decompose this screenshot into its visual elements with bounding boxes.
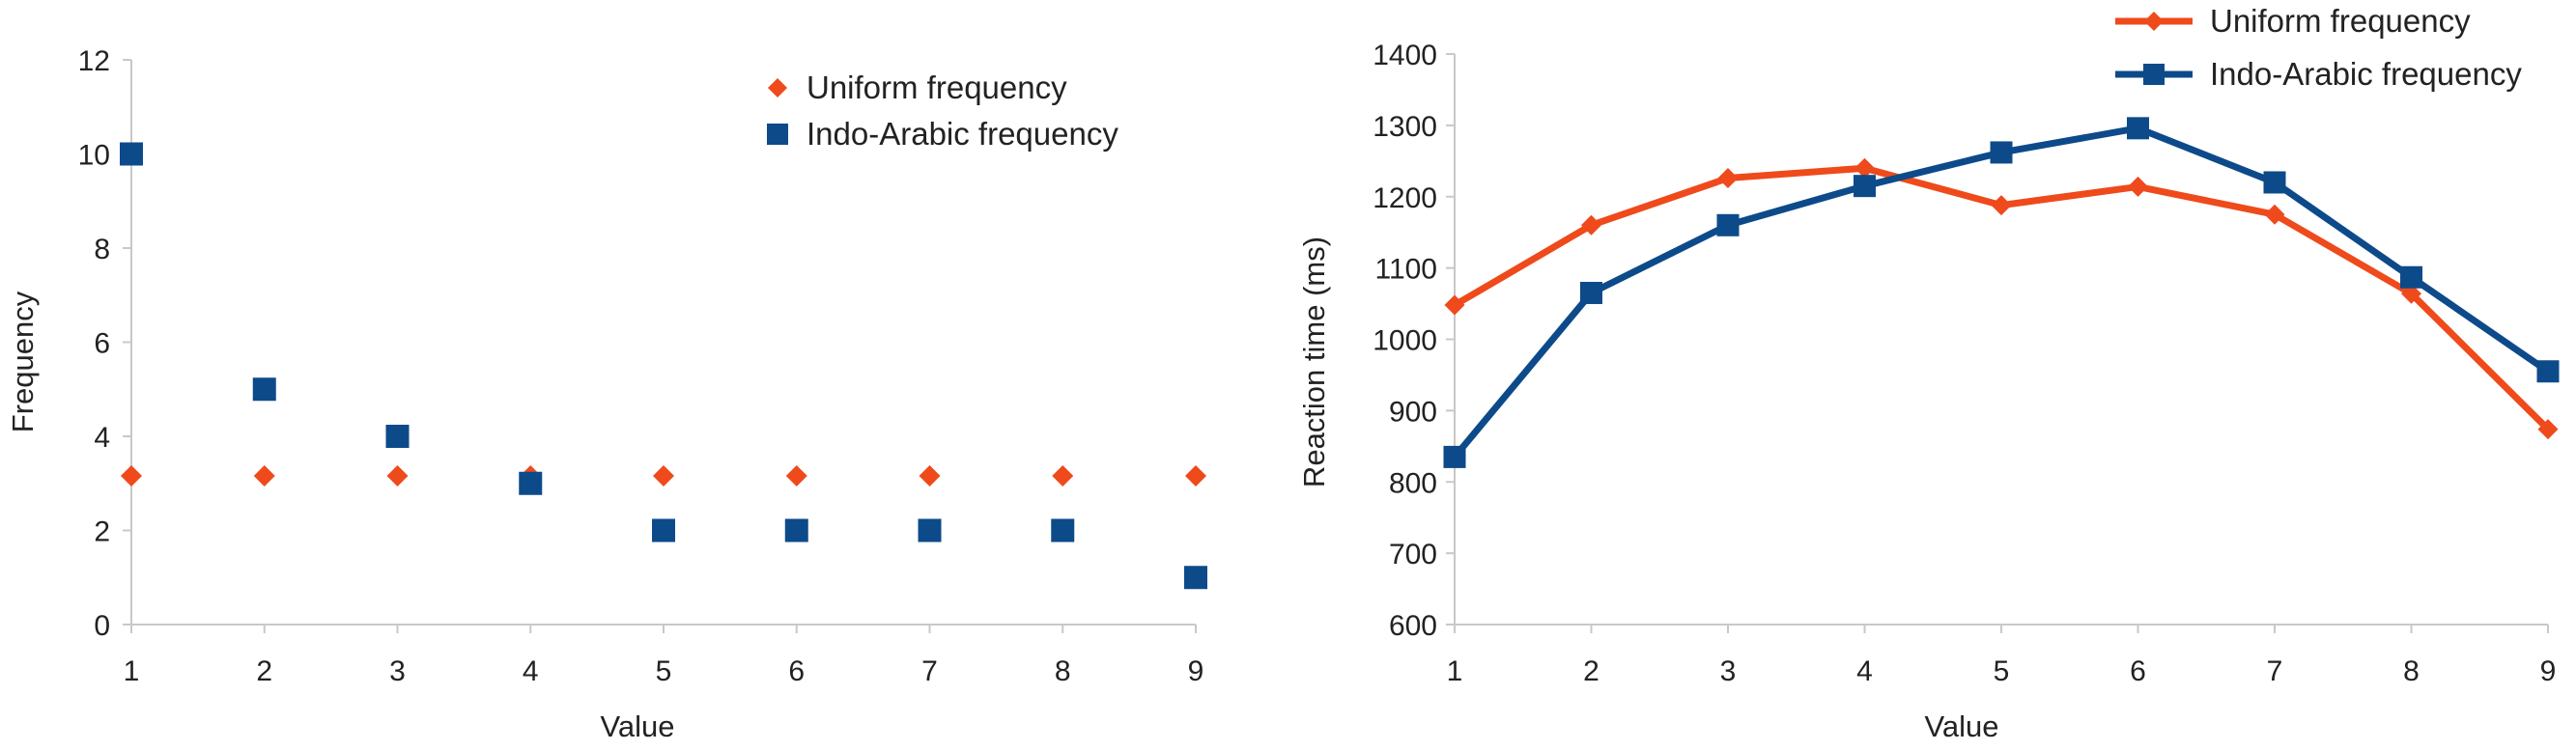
- data-point: [1443, 445, 1466, 468]
- y-tick-label: 1000: [1373, 325, 1437, 357]
- y-tick-label: 1200: [1373, 182, 1437, 214]
- data-point: [2128, 176, 2148, 197]
- data-point: [519, 471, 543, 495]
- series-line: [1452, 125, 2550, 459]
- y-axis-label: Frequency: [6, 291, 40, 432]
- data-point: [2400, 265, 2422, 289]
- legend-marker: [768, 78, 787, 97]
- data-point: [385, 425, 410, 448]
- legend-label: Uniform frequency: [807, 70, 1067, 105]
- legend-label: Indo-Arabic frequency: [2210, 56, 2522, 92]
- y-tick-label: 8: [94, 234, 110, 265]
- legend-marker: [2143, 64, 2165, 85]
- x-tick-label: 5: [1994, 655, 2010, 687]
- y-tick-label: 800: [1389, 467, 1437, 499]
- data-point: [784, 518, 808, 542]
- y-axis-label: Reaction time (ms): [1297, 236, 1331, 487]
- y-tick-label: 1400: [1373, 40, 1437, 71]
- data-point: [1580, 281, 1602, 304]
- data-point: [1990, 141, 2013, 164]
- legend-marker: [767, 124, 788, 145]
- data-point: [918, 518, 942, 542]
- y-tick-label: 1300: [1373, 111, 1437, 143]
- data-point: [919, 464, 941, 487]
- x-tick-label: 8: [2403, 655, 2420, 687]
- data-point: [1716, 213, 1740, 236]
- data-point: [2263, 171, 2286, 194]
- x-tick-label: 2: [1583, 655, 1599, 687]
- legend-label: Uniform frequency: [2210, 3, 2471, 39]
- legend-entry: Uniform frequency: [768, 70, 1067, 105]
- x-tick-label: 3: [1720, 655, 1737, 687]
- data-point: [2264, 204, 2285, 225]
- data-point: [121, 464, 142, 487]
- legend-entry: Indo-Arabic frequency: [2115, 56, 2522, 92]
- data-point: [1717, 168, 1739, 189]
- x-tick-label: 1: [124, 655, 140, 687]
- x-tick-label: 4: [1856, 655, 1873, 687]
- x-tick-label: 6: [2130, 655, 2146, 687]
- x-axis-label: Value: [601, 709, 675, 743]
- data-point: [252, 377, 276, 402]
- x-tick-label: 8: [1055, 655, 1071, 687]
- y-tick-label: 600: [1389, 610, 1437, 642]
- x-axis-label: Value: [1925, 709, 1999, 743]
- y-tick-label: 6: [94, 328, 110, 360]
- y-tick-label: 0: [94, 610, 110, 642]
- x-tick-label: 3: [389, 655, 406, 687]
- series-uniform-frequency: [121, 464, 1206, 487]
- series-uniform-frequency: [1444, 157, 2559, 440]
- reaction-time-line-chart: 600 700 800 900 1000 1100 1200 1300 1400 1 2 3 4 5 6 7 8…: [1297, 3, 2560, 743]
- y-tick-label: 900: [1389, 396, 1437, 428]
- data-point: [1444, 294, 1465, 316]
- y-tick-label: 4: [94, 422, 110, 454]
- x-tick-label: 9: [1188, 655, 1204, 687]
- series-indo-arabic-frequency: [1443, 117, 2560, 468]
- data-point: [652, 518, 675, 542]
- data-point: [120, 142, 143, 166]
- data-point: [386, 464, 409, 487]
- data-point: [1581, 214, 1601, 236]
- series-indo-arabic-frequency: [120, 142, 1207, 590]
- y-tick-label: 700: [1389, 539, 1437, 570]
- x-tick-label: 9: [2540, 655, 2557, 687]
- data-point: [1991, 195, 2012, 216]
- y-tick-label: 2: [94, 516, 110, 548]
- legend-label: Indo-Arabic frequency: [807, 116, 1118, 152]
- data-point: [1854, 175, 1876, 198]
- x-tick-label: 7: [921, 655, 938, 687]
- data-point: [1184, 566, 1207, 590]
- data-point: [253, 464, 275, 487]
- legend-marker: [2144, 12, 2164, 31]
- legend-entry: Indo-Arabic frequency: [767, 116, 1118, 152]
- x-tick-label: 1: [1447, 655, 1463, 687]
- x-tick-label: 7: [2267, 655, 2283, 687]
- data-point: [1185, 464, 1206, 487]
- y-tick-label: 12: [78, 45, 110, 77]
- data-point: [1052, 464, 1074, 487]
- x-tick-label: 5: [656, 655, 672, 687]
- y-tick-label: 1100: [1374, 254, 1437, 286]
- data-point: [2127, 117, 2149, 140]
- data-point: [2537, 419, 2559, 440]
- data-point: [2401, 283, 2421, 304]
- data-point: [785, 464, 807, 487]
- y-tick-label: 10: [78, 140, 110, 172]
- data-point: [2536, 360, 2560, 383]
- data-point: [653, 464, 674, 487]
- data-point: [1051, 518, 1075, 542]
- legend-entry: Uniform frequency: [2115, 3, 2471, 39]
- x-tick-label: 2: [256, 655, 272, 687]
- x-tick-label: 4: [523, 655, 539, 687]
- x-tick-label: 6: [788, 655, 805, 687]
- data-point: [1854, 157, 1875, 179]
